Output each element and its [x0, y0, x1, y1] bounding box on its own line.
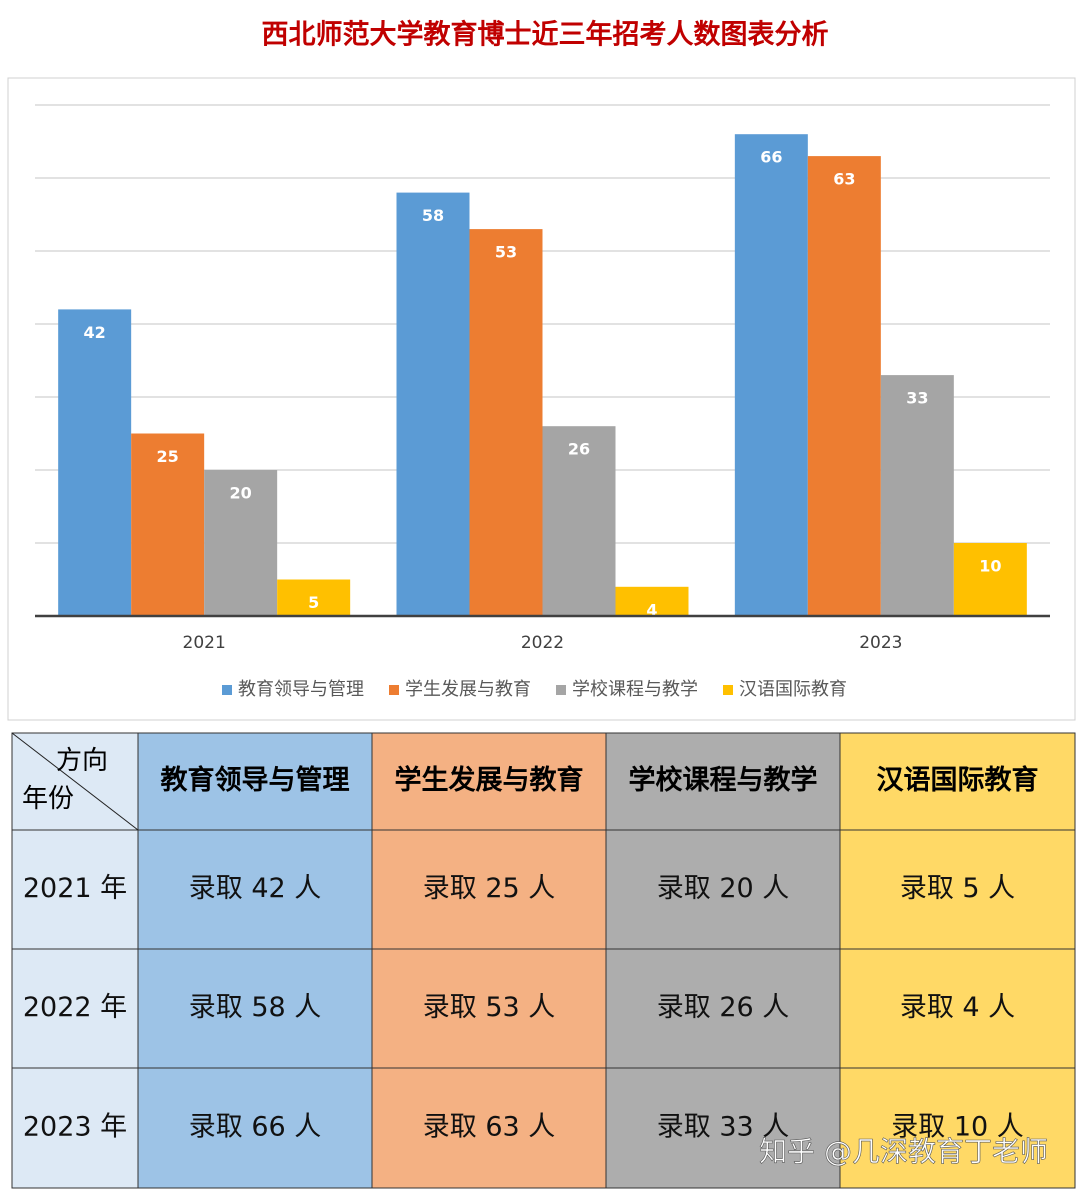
data-label: 10: [979, 557, 1001, 576]
corner-label: 方向: [56, 746, 108, 776]
data-label: 20: [230, 484, 252, 503]
data-label: 33: [906, 389, 928, 408]
column-header: 学校课程与教学: [629, 764, 818, 796]
table-value: 录取 20 人: [657, 873, 790, 904]
table-cell: [11, 829, 139, 950]
table-cell: [371, 732, 607, 831]
data-label: 66: [760, 148, 782, 167]
legend-swatch: [723, 685, 733, 695]
table-cell: [605, 948, 841, 1069]
data-label: 25: [157, 447, 179, 466]
bar: [396, 192, 470, 616]
table-cell: [11, 948, 139, 1069]
table-cell: [839, 1067, 1076, 1189]
bar: [277, 579, 351, 616]
row-header: 2021 年: [23, 873, 127, 904]
x-tick-label: 2021: [183, 633, 226, 653]
bar: [469, 229, 543, 616]
x-tick-label: 2023: [859, 633, 902, 653]
table-value: 录取 42 人: [189, 873, 322, 904]
table-cell: [839, 948, 1076, 1069]
data-label: 42: [84, 323, 106, 342]
table-value: 录取 63 人: [423, 1112, 556, 1143]
table-value: 录取 53 人: [423, 992, 556, 1023]
table-value: 录取 26 人: [657, 992, 790, 1023]
table-value: 录取 66 人: [189, 1112, 322, 1143]
bar: [880, 375, 954, 616]
table-cell: [839, 829, 1076, 950]
table-cell: [137, 1067, 373, 1189]
table-cell: [371, 1067, 607, 1189]
data-label: 63: [833, 170, 855, 189]
legend-swatch: [556, 685, 566, 695]
table-value: 录取 33 人: [657, 1112, 790, 1143]
bar: [131, 433, 205, 616]
watermark: 知乎 @几深教育丁老师: [759, 1135, 1048, 1168]
column-header: 汉语国际教育: [877, 764, 1039, 796]
bar: [734, 134, 808, 616]
legend-label: 学校课程与教学: [572, 679, 698, 700]
data-label: 4: [646, 600, 657, 619]
legend-label: 学生发展与教育: [405, 679, 531, 700]
x-tick-label: 2022: [521, 633, 564, 653]
bar: [204, 470, 278, 616]
data-label: 5: [308, 593, 319, 612]
corner-label: 年份: [22, 784, 74, 814]
data-label: 26: [568, 440, 590, 459]
table-value: 录取 4 人: [900, 992, 1015, 1023]
table-cell: [605, 829, 841, 950]
column-header: 学生发展与教育: [395, 764, 584, 796]
legend-swatch: [222, 685, 232, 695]
table-cell: [371, 829, 607, 950]
table-value: 录取 58 人: [189, 992, 322, 1023]
bar: [58, 309, 132, 616]
bar: [807, 156, 881, 616]
column-header: 教育领导与管理: [161, 764, 350, 796]
table-cell: [605, 732, 841, 831]
bar: [953, 543, 1027, 616]
legend-label: 汉语国际教育: [739, 679, 847, 700]
corner-diagonal: [11, 732, 139, 831]
row-header: 2023 年: [23, 1112, 127, 1143]
row-header: 2022 年: [23, 992, 127, 1023]
table-cell: [137, 829, 373, 950]
chart-title: 西北师范大学教育博士近三年招考人数图表分析: [262, 19, 829, 51]
table-cell: [605, 1067, 841, 1189]
table-value: 录取 10 人: [891, 1112, 1024, 1143]
table-cell: [137, 732, 373, 831]
bar: [615, 586, 689, 616]
data-label: 58: [422, 206, 444, 225]
table-cell: [137, 948, 373, 1069]
legend-swatch: [389, 685, 399, 695]
table-cell: [11, 1067, 139, 1189]
legend-label: 教育领导与管理: [238, 679, 364, 700]
data-label: 53: [495, 243, 517, 262]
bar: [542, 426, 616, 616]
table-value: 录取 25 人: [423, 873, 556, 904]
table-cell: [839, 732, 1076, 831]
table-value: 录取 5 人: [900, 873, 1015, 904]
table-cell: [371, 948, 607, 1069]
